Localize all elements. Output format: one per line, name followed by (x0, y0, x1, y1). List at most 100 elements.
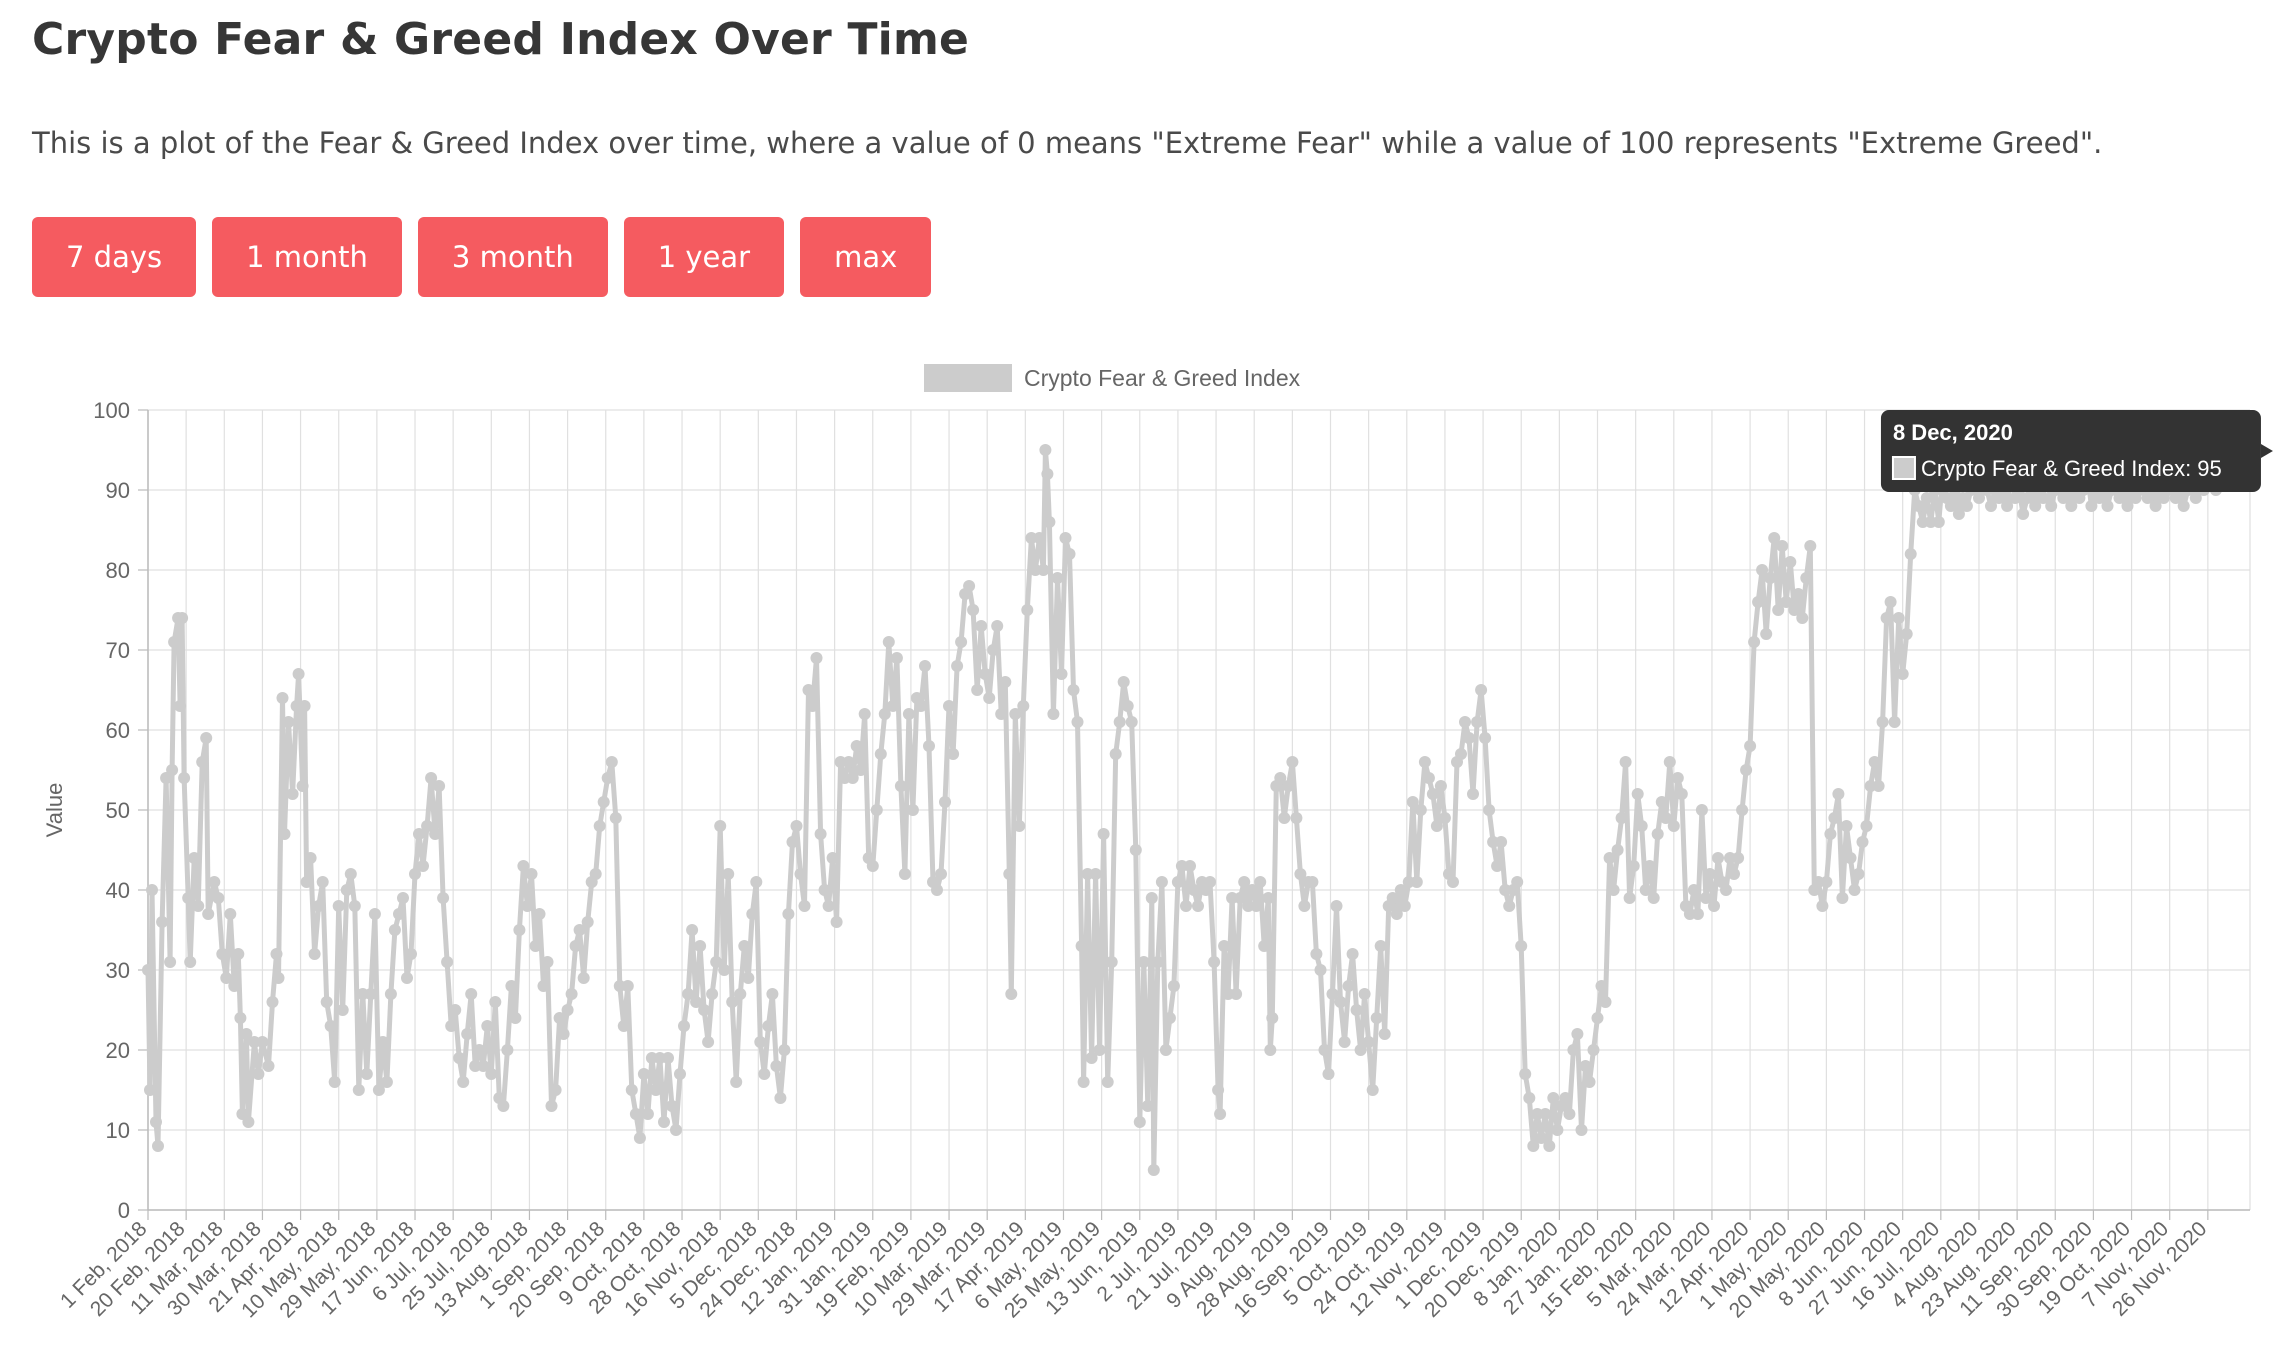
data-point[interactable] (1354, 1044, 1367, 1056)
data-point[interactable] (806, 700, 819, 712)
data-point[interactable] (1218, 940, 1231, 952)
data-point[interactable] (1832, 788, 1845, 800)
data-point[interactable] (1037, 564, 1050, 576)
data-point[interactable] (300, 876, 313, 888)
data-point[interactable] (368, 908, 381, 920)
data-point[interactable] (762, 1020, 775, 1032)
data-point[interactable] (987, 644, 1000, 656)
data-point[interactable] (525, 868, 538, 880)
data-point[interactable] (1171, 876, 1184, 888)
data-point[interactable] (923, 740, 935, 752)
data-point[interactable] (308, 948, 321, 960)
data-point[interactable] (1659, 812, 1672, 824)
data-point[interactable] (979, 668, 992, 680)
data-point[interactable] (1904, 548, 1917, 560)
data-point[interactable] (822, 900, 835, 912)
data-point[interactable] (473, 1044, 486, 1056)
data-point[interactable] (1772, 604, 1785, 616)
data-point[interactable] (894, 780, 907, 792)
data-point[interactable] (433, 780, 446, 792)
data-point[interactable] (2017, 508, 2030, 520)
data-point[interactable] (995, 708, 1008, 720)
data-point[interactable] (1338, 1036, 1351, 1048)
data-point[interactable] (340, 884, 353, 896)
data-point[interactable] (1358, 988, 1371, 1000)
data-point[interactable] (1009, 708, 1022, 720)
data-point[interactable] (393, 908, 405, 920)
data-point[interactable] (1422, 772, 1435, 784)
data-point[interactable] (1993, 492, 2005, 504)
data-point[interactable] (477, 1060, 490, 1072)
data-point[interactable] (1212, 1084, 1225, 1096)
data-point[interactable] (770, 1060, 783, 1072)
data-point[interactable] (1192, 900, 1204, 912)
data-point[interactable] (1398, 900, 1411, 912)
data-point[interactable] (1483, 804, 1496, 816)
data-point[interactable] (1828, 812, 1841, 824)
data-point[interactable] (1109, 748, 1122, 760)
data-point[interactable] (1687, 884, 1700, 896)
data-point[interactable] (286, 788, 299, 800)
data-point[interactable] (292, 668, 305, 680)
data-point[interactable] (336, 1004, 349, 1016)
data-point[interactable] (830, 916, 843, 928)
data-point[interactable] (2001, 500, 2014, 512)
data-point[interactable] (1872, 780, 1885, 792)
data-point[interactable] (1330, 900, 1343, 912)
data-point[interactable] (1378, 1028, 1391, 1040)
data-point[interactable] (581, 916, 594, 928)
data-point[interactable] (142, 964, 154, 976)
data-point[interactable] (886, 700, 899, 712)
data-point[interactable] (1039, 444, 1052, 456)
data-point[interactable] (1282, 780, 1295, 792)
data-point[interactable] (240, 1028, 253, 1040)
data-point[interactable] (1932, 516, 1945, 528)
data-point[interactable] (561, 1004, 574, 1016)
data-point[interactable] (429, 828, 442, 840)
data-point[interactable] (2121, 500, 2134, 512)
data-point[interactable] (1804, 540, 1817, 552)
data-point[interactable] (2037, 492, 2050, 504)
data-point[interactable] (178, 772, 191, 784)
data-point[interactable] (625, 1084, 638, 1096)
data-point[interactable] (176, 612, 189, 624)
data-point[interactable] (1459, 716, 1471, 728)
data-point[interactable] (513, 924, 526, 936)
data-point[interactable] (320, 996, 333, 1008)
data-point[interactable] (553, 1012, 566, 1024)
data-point[interactable] (1059, 532, 1072, 544)
data-point[interactable] (441, 956, 454, 968)
data-point[interactable] (1611, 844, 1624, 856)
data-point[interactable] (1286, 756, 1299, 768)
data-point[interactable] (232, 948, 245, 960)
data-point[interactable] (1318, 1044, 1331, 1056)
range-1-month-button[interactable]: 1 month (212, 217, 402, 297)
data-point[interactable] (360, 1068, 373, 1080)
data-point[interactable] (1631, 788, 1644, 800)
data-point[interactable] (1736, 804, 1749, 816)
data-point[interactable] (1944, 500, 1957, 512)
data-point[interactable] (1350, 1004, 1363, 1016)
data-point[interactable] (1824, 828, 1837, 840)
data-point[interactable] (750, 876, 763, 888)
data-point[interactable] (282, 716, 295, 728)
data-point[interactable] (874, 748, 887, 760)
data-point[interactable] (1816, 900, 1829, 912)
data-point[interactable] (166, 764, 179, 776)
data-point[interactable] (1663, 756, 1676, 768)
data-point[interactable] (388, 924, 401, 936)
data-point[interactable] (1784, 556, 1797, 568)
data-point[interactable] (1740, 764, 1753, 776)
data-point[interactable] (1776, 540, 1789, 552)
data-point[interactable] (376, 1036, 389, 1048)
data-point[interactable] (1720, 884, 1732, 896)
data-point[interactable] (1113, 716, 1126, 728)
data-point[interactable] (658, 1116, 670, 1128)
data-point[interactable] (1294, 868, 1307, 880)
data-point[interactable] (1780, 596, 1793, 608)
data-point[interactable] (1125, 716, 1138, 728)
data-point[interactable] (690, 996, 703, 1008)
data-point[interactable] (1571, 1028, 1584, 1040)
data-point[interactable] (670, 1124, 682, 1136)
data-point[interactable] (678, 1020, 690, 1032)
